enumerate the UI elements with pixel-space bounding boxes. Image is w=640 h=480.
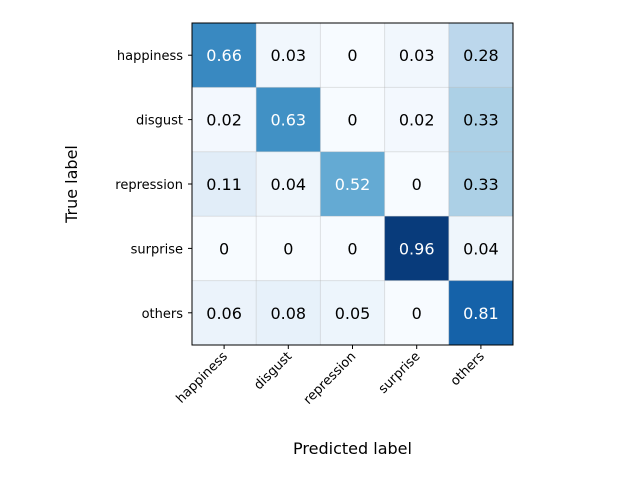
cell-value-others-others: 0.81: [463, 304, 499, 323]
heatmap-cell-happiness-surprise: [384, 23, 449, 88]
heatmap-cell-repression-others: [448, 151, 513, 217]
cell-value-surprise-happiness: 0: [219, 239, 229, 258]
cell-value-repression-repression: 0.52: [335, 175, 371, 194]
axis-ticks: [188, 54, 482, 349]
heatmap-cell-surprise-happiness: [192, 216, 257, 281]
x-tick-label-happiness: happiness: [174, 349, 232, 407]
cell-value-happiness-repression: 0: [347, 46, 357, 65]
cell-value-disgust-happiness: 0.02: [206, 111, 242, 130]
cell-value-happiness-surprise: 0.03: [399, 46, 435, 65]
cell-value-surprise-repression: 0: [347, 239, 357, 258]
y-tick-label-others: others: [142, 307, 184, 322]
cell-value-happiness-disgust: 0.03: [270, 46, 306, 65]
heatmap-cell-others-surprise: [384, 280, 449, 345]
cell-value-repression-happiness: 0.11: [206, 175, 242, 194]
heatmap-cell-happiness-others: [448, 23, 513, 88]
cell-value-surprise-others: 0.04: [463, 239, 499, 258]
heatmap-cell-surprise-surprise: [384, 216, 449, 281]
heatmap-cell-repression-repression: [320, 151, 385, 217]
cell-value-labels: 0.66 0.03 0 0.03 0.28 0.02 0.63 0 0.02 0.33 0.11 0.…: [206, 46, 498, 323]
cell-value-others-happiness: 0.06: [206, 304, 242, 323]
heatmap-cell-repression-happiness: [192, 151, 257, 217]
y-tick-label-surprise: surprise: [131, 242, 183, 257]
cell-value-repression-surprise: 0: [412, 175, 422, 194]
heatmap-cell-others-happiness: [192, 280, 257, 345]
heatmap-cell-repression-disgust: [256, 151, 321, 217]
cell-value-others-repression: 0.05: [335, 304, 371, 323]
cell-value-happiness-happiness: 0.66: [206, 46, 242, 65]
cell-value-disgust-others: 0.33: [463, 111, 499, 130]
cell-value-repression-disgust: 0.04: [270, 175, 306, 194]
heatmap-cell-disgust-happiness: [192, 87, 257, 152]
x-tick-label-repression: repression: [301, 349, 359, 407]
heatmap-cell-others-others: [448, 280, 513, 345]
cell-value-repression-others: 0.33: [463, 175, 499, 194]
heatmap-cell-surprise-disgust: [256, 216, 321, 281]
x-tick-label-others: others: [448, 349, 488, 389]
y-tick-label-disgust: disgust: [136, 114, 183, 129]
heatmap-cell-others-disgust: [256, 280, 321, 345]
heatmap-cell-disgust-repression: [320, 87, 385, 152]
y-tick-labels: happiness disgust repression surprise others: [115, 49, 183, 322]
heatmap-cell-disgust-disgust: [256, 87, 321, 152]
heatmap-cell-happiness-repression: [320, 23, 385, 88]
y-tick-label-repression: repression: [115, 178, 183, 193]
cell-value-happiness-others: 0.28: [463, 46, 499, 65]
y-tick-label-happiness: happiness: [117, 49, 183, 64]
cell-value-disgust-disgust: 0.63: [270, 111, 306, 130]
x-axis-label: Predicted label: [293, 439, 412, 458]
cell-value-others-surprise: 0: [412, 304, 422, 323]
x-tick-label-surprise: surprise: [376, 349, 424, 397]
heatmap-cell-surprise-repression: [320, 216, 385, 281]
x-tick-label-disgust: disgust: [251, 349, 295, 393]
y-axis-label: True label: [62, 145, 81, 224]
heatmap-cell-happiness-happiness: [192, 23, 257, 88]
heatmap-cell-others-repression: [320, 280, 385, 345]
heatmap-cell-disgust-surprise: [384, 87, 449, 152]
heatmap-cell-surprise-others: [448, 216, 513, 281]
heatmap-cell-repression-surprise: [384, 151, 449, 217]
x-tick-labels: happiness disgust repression surprise others: [174, 349, 488, 408]
heatmap-cell-disgust-others: [448, 87, 513, 152]
cell-value-surprise-disgust: 0: [283, 239, 293, 258]
heatmap-cell-happiness-disgust: [256, 23, 321, 88]
cell-value-others-disgust: 0.08: [270, 304, 306, 323]
cell-value-disgust-repression: 0: [347, 111, 357, 130]
cell-value-disgust-surprise: 0.02: [399, 111, 435, 130]
heatmap-cells: [192, 23, 513, 345]
heatmap-grid: [192, 23, 513, 345]
cell-value-surprise-surprise: 0.96: [399, 239, 435, 258]
